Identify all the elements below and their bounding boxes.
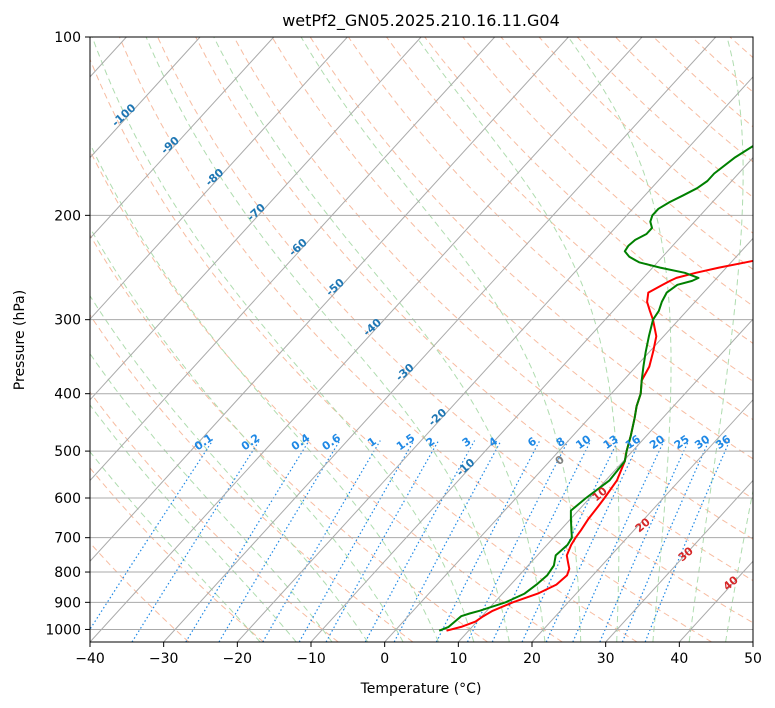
dry-adiabat-line <box>309 37 753 460</box>
moist-adiabat-line <box>213 37 546 642</box>
plot-frame <box>89 36 754 643</box>
x-tick-label: 0 <box>380 651 389 667</box>
moist-adiabat-line <box>90 352 333 642</box>
y-tick-label: 700 <box>54 531 81 547</box>
mixing-ratio-line <box>621 440 710 642</box>
isotherm-line <box>605 479 753 642</box>
dry-adiabat-line <box>90 58 638 642</box>
dry-adiabat-line <box>386 37 753 382</box>
background-lines: -100-90-80-70-60-50-40-30-20-10 <box>90 37 753 642</box>
dry-adiabat-line <box>90 149 563 642</box>
mixing-ratio-line <box>545 440 641 642</box>
mixing-ratio-line <box>364 440 476 642</box>
mixing-ratio-labels: 0.1 0.2 0.4 0.6 1 1.5 2 3 4 6 8 10 13 16 20 25 30 36 <box>192 431 733 453</box>
mixing-ratio-line <box>491 440 592 642</box>
isotherm-line <box>90 37 201 159</box>
x-tick-label: 20 <box>523 651 541 667</box>
mixing-ratio-line <box>131 440 260 642</box>
y-tick-label: 800 <box>54 565 81 581</box>
y-axis: 100 200 300 400 500 600 700 800 900 1000 <box>45 30 90 638</box>
mixing-ratio-line <box>599 440 690 642</box>
y-tick-label: 200 <box>54 208 81 224</box>
x-tick-label: 50 <box>744 651 762 667</box>
x-tick-label: −30 <box>149 651 179 667</box>
moist-adiabat-line <box>300 37 582 642</box>
dry-adiabat-line <box>347 37 753 421</box>
moist-adiabats <box>90 37 753 642</box>
y-tick-label: 900 <box>54 595 81 611</box>
mixing-ratio-line <box>572 440 665 642</box>
dry-adiabat-line <box>271 37 753 500</box>
isotherm-line <box>457 318 753 642</box>
dewpoint-line <box>438 144 753 632</box>
mixing-ratio-lines <box>90 440 731 642</box>
x-tick-label: 10 <box>449 651 467 667</box>
isotherm-line <box>90 37 348 320</box>
moist-adiabat-line <box>90 226 404 642</box>
isotherm-line <box>310 156 753 642</box>
isotherm-line <box>90 37 496 482</box>
plot-area <box>90 37 753 642</box>
y-axis-label: Pressure (hPa) <box>12 290 28 390</box>
y-tick-label: 500 <box>54 444 81 460</box>
isotherm-line <box>90 37 569 563</box>
mixing-ratio-line <box>298 440 415 642</box>
moist-adiabat-line <box>90 404 297 642</box>
dry-adiabat-line <box>90 542 190 642</box>
x-axis: −40 −30 −20 −10 0 10 20 30 40 50 <box>75 642 762 667</box>
x-tick-label: −10 <box>296 651 326 667</box>
isotherm-line <box>90 37 275 240</box>
moist-adiabat-line <box>688 37 744 642</box>
isotherm-line <box>90 37 643 642</box>
x-axis-label: Temperature (°C) <box>360 681 482 697</box>
moist-adiabat-line <box>90 294 369 642</box>
dry-adiabat-line <box>157 37 753 624</box>
x-tick-label: −40 <box>75 651 105 667</box>
y-tick-label: 600 <box>54 491 81 507</box>
moist-adiabat-line <box>567 37 672 642</box>
isotherms <box>90 37 753 642</box>
y-tick-label: 400 <box>54 387 81 403</box>
dry-adiabat-line <box>90 467 264 642</box>
moist-adiabat-line <box>90 142 439 642</box>
y-tick-label: 1000 <box>45 622 81 638</box>
y-tick-label: 100 <box>54 30 81 46</box>
mixing-ratio-line <box>262 440 381 642</box>
y-tick-label: 300 <box>54 313 81 329</box>
moist-adiabat-line <box>725 488 753 642</box>
moist-adiabat-line <box>145 37 510 642</box>
mixing-ratio-line <box>90 440 214 631</box>
isotherm-line <box>384 237 753 642</box>
dry-adiabat-line <box>90 234 488 642</box>
isobars <box>90 37 753 630</box>
chart-title: wetPf2_GN05.2025.210.16.11.G04 <box>282 11 560 31</box>
moist-adiabat-line <box>91 37 475 642</box>
mixing-ratio-line <box>218 440 341 642</box>
isotherm-line <box>90 37 422 401</box>
x-tick-label: 30 <box>597 651 615 667</box>
moist-adiabat-line <box>416 37 620 642</box>
profiles <box>438 144 753 632</box>
mixing-ratio-line <box>185 440 310 642</box>
x-tick-label: 40 <box>670 651 688 667</box>
x-tick-label: −20 <box>223 651 253 667</box>
isotherm-line <box>236 76 753 642</box>
dry-adiabat-line <box>195 37 753 582</box>
mixing-ratio-line <box>466 440 569 642</box>
isotherm-line <box>531 399 753 642</box>
isotherm-line <box>163 37 717 642</box>
mixing-ratio-line <box>325 440 440 642</box>
